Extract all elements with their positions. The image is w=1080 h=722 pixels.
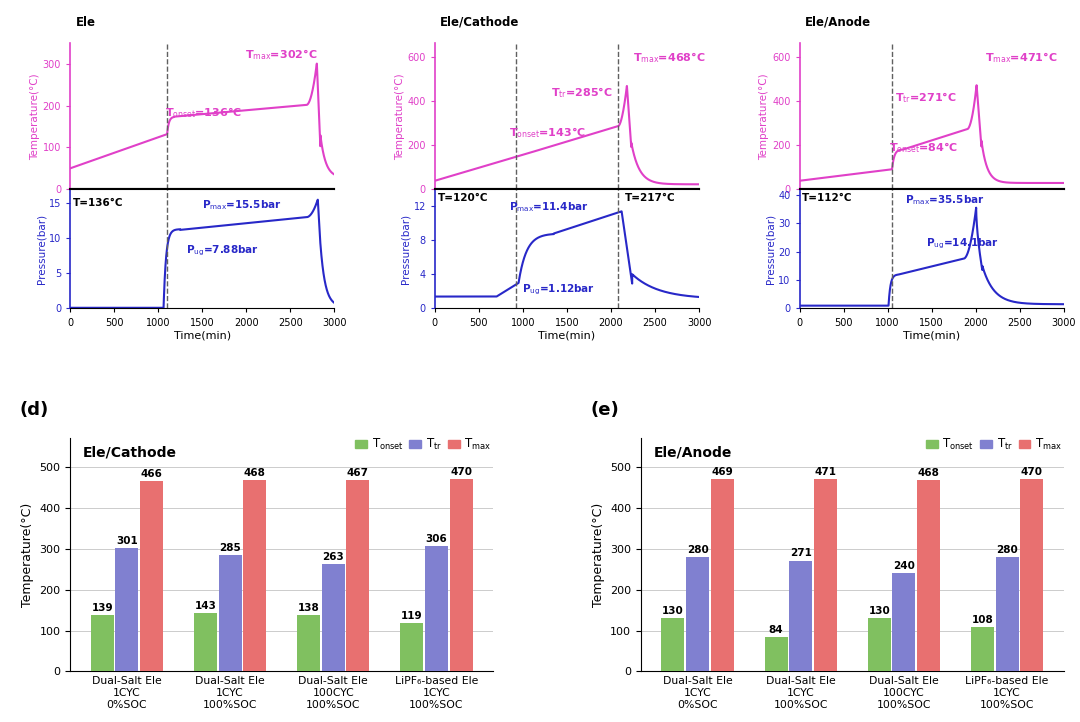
Bar xyxy=(686,557,710,671)
Text: T$_{\rm max}$=471°C: T$_{\rm max}$=471°C xyxy=(985,50,1057,65)
Bar xyxy=(347,480,369,671)
Bar xyxy=(218,554,242,671)
Y-axis label: Temperature(°C): Temperature(°C) xyxy=(759,73,769,160)
Y-axis label: Pressure(bar): Pressure(bar) xyxy=(36,214,46,284)
Legend: T$_{\rm onset}$, T$_{\rm tr}$, T$_{\rm max}$: T$_{\rm onset}$, T$_{\rm tr}$, T$_{\rm m… xyxy=(355,437,491,452)
Text: 306: 306 xyxy=(426,534,447,544)
Text: P$_{\rm max}$=35.5bar: P$_{\rm max}$=35.5bar xyxy=(905,193,985,207)
Text: 280: 280 xyxy=(996,545,1018,554)
Text: 280: 280 xyxy=(687,545,708,554)
X-axis label: Time(min): Time(min) xyxy=(174,330,231,340)
Text: Ele/Cathode: Ele/Cathode xyxy=(441,16,519,29)
Text: P$_{\rm max}$=15.5bar: P$_{\rm max}$=15.5bar xyxy=(202,199,282,212)
Text: Ele: Ele xyxy=(76,16,95,29)
Text: 271: 271 xyxy=(789,549,812,559)
Y-axis label: Temperature(°C): Temperature(°C) xyxy=(592,503,605,607)
Text: Ele/Anode: Ele/Anode xyxy=(653,445,732,459)
Bar xyxy=(765,637,787,671)
Text: T=136°C: T=136°C xyxy=(72,198,123,208)
Text: T=120°C: T=120°C xyxy=(437,193,488,203)
Text: 301: 301 xyxy=(116,536,138,546)
Y-axis label: Temperature(°C): Temperature(°C) xyxy=(21,503,33,607)
Text: P$_{\rm ug}$=7.88bar: P$_{\rm ug}$=7.88bar xyxy=(187,244,259,258)
Text: T$_{\rm onset}$=143°C: T$_{\rm onset}$=143°C xyxy=(509,126,586,141)
Bar xyxy=(424,546,448,671)
Text: 108: 108 xyxy=(971,615,994,625)
X-axis label: Time(min): Time(min) xyxy=(903,330,960,340)
Text: (e): (e) xyxy=(591,401,619,419)
Text: 285: 285 xyxy=(219,543,241,553)
Text: P$_{\rm ug}$=1.12bar: P$_{\rm ug}$=1.12bar xyxy=(522,282,595,297)
Text: 139: 139 xyxy=(92,602,113,612)
Bar xyxy=(917,480,941,671)
Bar xyxy=(867,618,891,671)
Legend: T$_{\rm onset}$, T$_{\rm tr}$, T$_{\rm max}$: T$_{\rm onset}$, T$_{\rm tr}$, T$_{\rm m… xyxy=(926,437,1062,452)
Text: 263: 263 xyxy=(322,552,345,562)
Y-axis label: Pressure(bar): Pressure(bar) xyxy=(766,214,775,284)
Text: 470: 470 xyxy=(450,467,472,477)
Text: P$_{\rm ug}$=14.1bar: P$_{\rm ug}$=14.1bar xyxy=(927,237,999,251)
Y-axis label: Pressure(bar): Pressure(bar) xyxy=(401,214,410,284)
Text: 143: 143 xyxy=(194,601,216,611)
Bar xyxy=(322,564,345,671)
Bar xyxy=(789,560,812,671)
Text: 240: 240 xyxy=(893,561,915,571)
Text: T$_{\rm onset}$=136°C: T$_{\rm onset}$=136°C xyxy=(165,105,242,120)
Bar xyxy=(1021,479,1043,671)
Bar xyxy=(996,557,1018,671)
Bar xyxy=(711,479,734,671)
Text: T$_{\rm onset}$=84°C: T$_{\rm onset}$=84°C xyxy=(890,140,959,155)
Text: (d): (d) xyxy=(19,401,49,419)
Bar xyxy=(116,548,138,671)
Text: 84: 84 xyxy=(769,625,783,635)
Bar xyxy=(193,613,217,671)
Bar xyxy=(449,479,473,671)
Y-axis label: Temperature(°C): Temperature(°C) xyxy=(394,73,405,160)
Bar xyxy=(661,618,685,671)
Bar xyxy=(243,480,267,671)
Text: 119: 119 xyxy=(401,611,422,621)
Text: T$_{\rm tr}$=271°C: T$_{\rm tr}$=271°C xyxy=(894,91,957,105)
Bar xyxy=(400,623,423,671)
Text: 470: 470 xyxy=(1021,467,1043,477)
Text: 130: 130 xyxy=(868,606,890,616)
Text: 468: 468 xyxy=(244,468,266,478)
Text: P$_{\rm max}$=11.4bar: P$_{\rm max}$=11.4bar xyxy=(509,201,589,214)
Text: 130: 130 xyxy=(662,606,684,616)
Text: T$_{\rm max}$=468°C: T$_{\rm max}$=468°C xyxy=(633,50,705,65)
Y-axis label: Temperature(°C): Temperature(°C) xyxy=(30,73,40,160)
Text: 471: 471 xyxy=(814,466,837,477)
Text: T$_{\rm max}$=302°C: T$_{\rm max}$=302°C xyxy=(244,47,318,61)
Bar xyxy=(91,614,113,671)
Text: 467: 467 xyxy=(347,469,369,478)
Bar xyxy=(140,481,163,671)
Text: 469: 469 xyxy=(712,467,733,477)
Text: 138: 138 xyxy=(298,603,320,613)
Bar xyxy=(971,627,994,671)
Bar xyxy=(814,479,837,671)
Bar xyxy=(892,573,916,671)
Bar xyxy=(297,615,320,671)
X-axis label: Time(min): Time(min) xyxy=(539,330,595,340)
Text: Ele/Cathode: Ele/Cathode xyxy=(83,445,177,459)
Text: T=217°C: T=217°C xyxy=(625,193,676,203)
Text: 466: 466 xyxy=(140,469,163,479)
Text: T$_{\rm tr}$=285°C: T$_{\rm tr}$=285°C xyxy=(551,84,612,100)
Text: Ele/Anode: Ele/Anode xyxy=(805,16,870,29)
Text: T=112°C: T=112°C xyxy=(802,193,853,203)
Text: 468: 468 xyxy=(918,468,940,478)
